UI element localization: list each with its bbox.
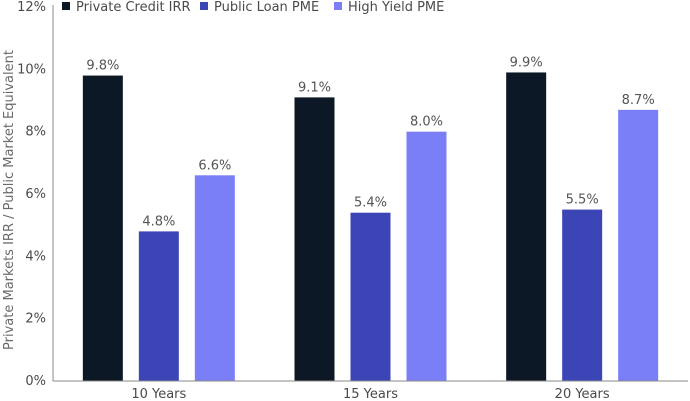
y-tick-label: 8% [25,125,46,140]
x-tick-label: 10 Years [131,387,186,401]
legend-swatch [334,2,342,10]
y-tick-label: 4% [25,249,46,264]
bars: 9.8% 4.8% 6.6% 9.1% 5.4% 8.0% 9.9% 5.5% 8.7% [82,55,659,382]
data-label: 4.8% [142,214,175,229]
legend-label: Private Credit IRR [76,0,191,15]
y-tick-label: 6% [25,187,46,202]
data-label: 5.5% [566,193,599,208]
bar-public-loan-pme-1 [350,212,391,381]
bar-high-yield-pme-1 [406,131,447,381]
y-tick-label: 10% [17,62,46,77]
legend-swatch [200,2,208,10]
legend-swatch [62,2,70,10]
x-axis: 10 Years 15 Years 20 Years [53,380,688,401]
y-tick-label: 0% [25,374,46,389]
bar-private-credit-irr-2 [506,72,547,381]
y-tick-label: 12% [17,0,46,15]
legend: Private Credit IRR Public Loan PME High Yi… [62,0,444,15]
bar-public-loan-pme-0 [138,231,179,381]
y-tick-label: 2% [25,312,46,327]
data-label: 8.7% [622,93,655,108]
legend-label: Public Loan PME [214,0,319,15]
bar-high-yield-pme-0 [194,175,235,381]
data-label: 9.9% [510,55,543,70]
y-axis-title: Private Markets IRR / Public Market Equi… [2,50,17,350]
data-label: 9.1% [298,80,331,95]
data-label: 6.6% [198,158,231,173]
bar-public-loan-pme-2 [562,209,603,381]
legend-label: High Yield PME [348,0,444,15]
y-axis: 0% 2% 4% 6% 8% 10% 12% [17,0,54,389]
bar-private-credit-irr-0 [82,75,123,382]
bar-high-yield-pme-2 [618,109,659,381]
x-tick-label: 15 Years [343,387,398,401]
x-tick-label: 20 Years [555,387,610,401]
data-label: 8.0% [410,115,443,130]
data-label: 5.4% [354,196,387,211]
bar-private-credit-irr-1 [294,97,335,381]
data-label: 9.8% [86,59,119,74]
